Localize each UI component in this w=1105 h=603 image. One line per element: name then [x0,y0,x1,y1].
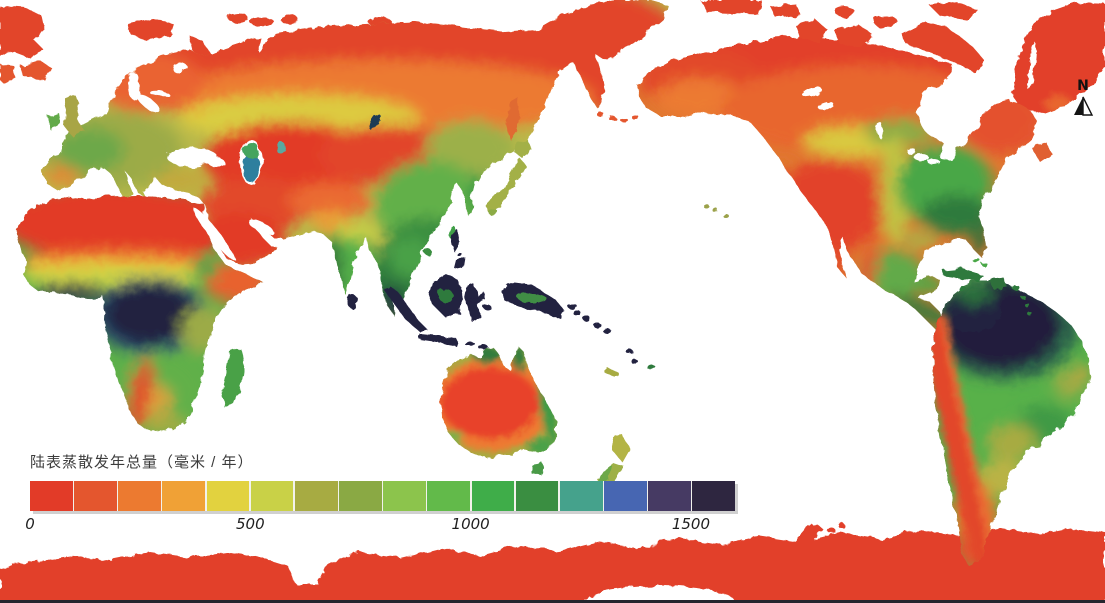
java [420,334,458,346]
figure-bottom-edge [0,600,1105,603]
legend-tick-label: 1500 [671,515,711,533]
madagascar [222,348,245,408]
legend-colorbar [30,481,735,511]
legend-title: 陆表蒸散发年总量（毫米 / 年） [30,454,254,471]
baffin-island [902,22,986,72]
sumatra [386,286,428,332]
white-sea [172,63,188,73]
colorbar-cell [604,481,647,511]
hainan [424,249,432,255]
hokkaido [514,140,532,158]
continent-south-america [933,280,1090,566]
legend-ticks: 0 500 1000 1500 [25,515,735,535]
colorbar-cell [30,481,73,511]
newfoundland [1032,142,1052,162]
colorbar-cell [294,481,338,511]
svalbard [128,18,174,40]
colorbar-cell [692,481,735,511]
arctic-islands [0,6,392,84]
colorbar-cell [383,481,426,511]
great-bear-lake [802,86,822,98]
japan [486,158,526,212]
great-britain [64,94,84,136]
luzon [450,230,460,252]
legend-tick-label: 500 [235,515,265,533]
caribbean-islands [942,258,1032,315]
colorbar-cell [206,481,250,511]
hudson-bay [918,84,970,140]
puerto-rico [1011,284,1019,290]
black-sea [167,147,217,167]
colorbar-cell [648,481,691,511]
ross-sea-notch [585,586,735,603]
map-legend: 陆表蒸散发年总量（毫米 / 年） 0 500 1000 1500 [25,452,742,535]
great-slave-lake [818,102,834,110]
baltic-sea [135,92,161,114]
continent-antarctica [0,522,1105,603]
ellesmere-island [930,2,978,20]
water-cutouts [129,27,970,261]
hispaniola [990,278,1008,290]
caspian-lake-fill [243,142,286,183]
continent-eurasia [42,0,668,316]
aleutian-islands [596,112,640,122]
lake-winnipeg [877,122,883,138]
lake-baikal [369,114,381,130]
great-lakes [915,154,929,162]
legend-tick-label: 1000 [451,515,490,533]
colorbar-cell [118,481,161,511]
continent-australia [441,346,556,458]
indonesia-islands [386,230,577,351]
red-sea [193,207,235,261]
mindanao [454,258,466,270]
colorbar-cell [427,481,471,511]
iceland [20,60,52,79]
tasmania [532,464,544,476]
new-caledonia [602,366,620,378]
legend-tick-label: 0 [25,515,35,533]
colorbar-cell [74,481,117,511]
andes-strip [933,315,998,566]
north-arrow-icon [1074,96,1094,116]
sulawesi [464,284,486,322]
compass: N [1066,78,1100,117]
colorbar-cell [559,481,603,511]
new-zealand-north [612,434,630,462]
cuba [942,268,982,282]
colorbar-cell [162,481,206,511]
sri-lanka [348,295,358,309]
colorbar-cell [250,481,294,511]
canadian-arctic-islands [700,0,986,72]
jamaica [958,285,966,291]
persian-gulf [247,218,275,236]
eurasia-islands [48,94,532,309]
sakhalin [506,98,519,140]
ireland [48,112,60,130]
compass-north-label: N [1077,78,1089,94]
colorbar-cell [339,481,382,511]
oceania-islands [532,204,729,488]
colorbar-cell [515,481,559,511]
colorbar-cell [471,481,515,511]
eurasia-color-blobs [42,0,668,316]
aral-sea [276,142,286,154]
